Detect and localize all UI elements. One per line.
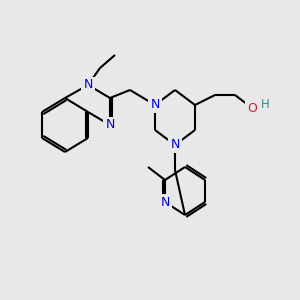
Text: N: N	[150, 98, 160, 112]
Text: N: N	[105, 118, 115, 131]
Text: H: H	[261, 98, 269, 110]
Text: N: N	[170, 139, 180, 152]
Text: N: N	[160, 196, 170, 208]
Text: N: N	[83, 79, 93, 92]
Text: O: O	[247, 101, 257, 115]
